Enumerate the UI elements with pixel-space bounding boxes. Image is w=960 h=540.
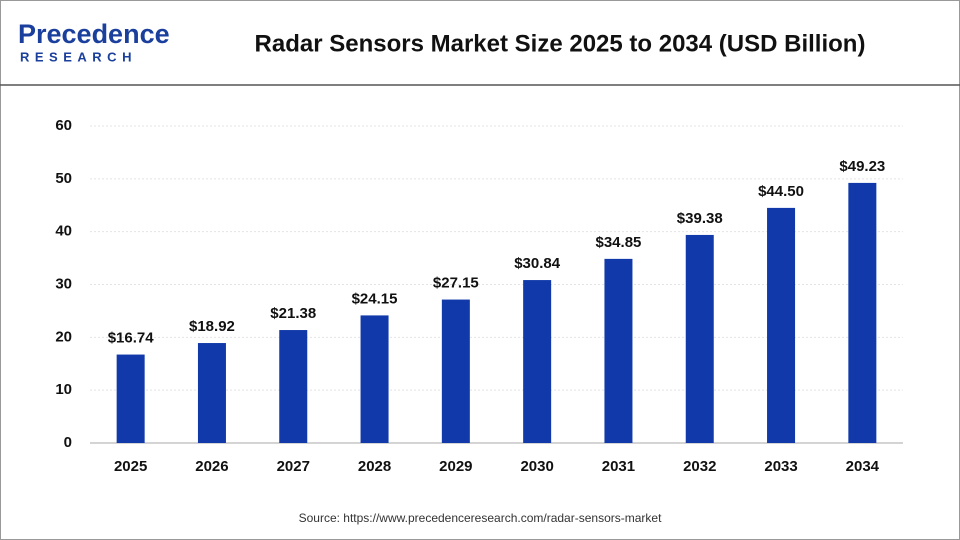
x-tick-label: 2033	[764, 458, 797, 475]
bar	[441, 299, 470, 443]
x-tick-label: 2028	[358, 458, 391, 475]
value-label: $27.15	[433, 275, 479, 292]
y-tick-label: 0	[64, 434, 72, 451]
x-tick-label: 2031	[602, 458, 635, 475]
bar	[604, 258, 633, 443]
x-tick-label: 2025	[114, 458, 147, 475]
value-label: $30.84	[514, 255, 561, 272]
value-label: $44.50	[758, 183, 804, 200]
y-tick-label: 40	[55, 223, 72, 240]
bar	[685, 234, 714, 443]
bar	[279, 330, 308, 443]
x-tick-label: 2034	[846, 458, 880, 475]
source: Source: https://www.precedenceresearch.c…	[299, 511, 662, 525]
bar	[767, 207, 796, 443]
bar	[197, 343, 226, 443]
value-label: $34.85	[596, 234, 642, 251]
x-tick-label: 2032	[683, 458, 716, 475]
x-tick-label: 2030	[520, 458, 553, 475]
logo-name: Precedence	[18, 19, 170, 49]
bar	[360, 315, 389, 443]
value-label: $16.74	[108, 330, 155, 347]
x-tick-label: 2027	[277, 458, 310, 475]
value-label: $39.38	[677, 210, 723, 227]
y-tick-label: 60	[55, 117, 72, 134]
value-label: $21.38	[270, 305, 316, 322]
bar	[848, 182, 877, 444]
bar	[523, 280, 552, 443]
x-tick-label: 2029	[439, 458, 472, 475]
x-tick-label: 2026	[195, 458, 228, 475]
value-label: $24.15	[352, 290, 398, 307]
bar	[116, 354, 145, 443]
value-label: $18.92	[189, 318, 235, 335]
value-label: $49.23	[839, 158, 885, 175]
logo-tagline: RESEARCH	[20, 49, 137, 64]
y-tick-label: 50	[55, 170, 72, 187]
y-tick-label: 30	[55, 275, 72, 292]
y-tick-label: 10	[55, 381, 72, 398]
y-tick-label: 20	[55, 328, 72, 345]
chart-title: Radar Sensors Market Size 2025 to 2034 (…	[255, 30, 866, 57]
